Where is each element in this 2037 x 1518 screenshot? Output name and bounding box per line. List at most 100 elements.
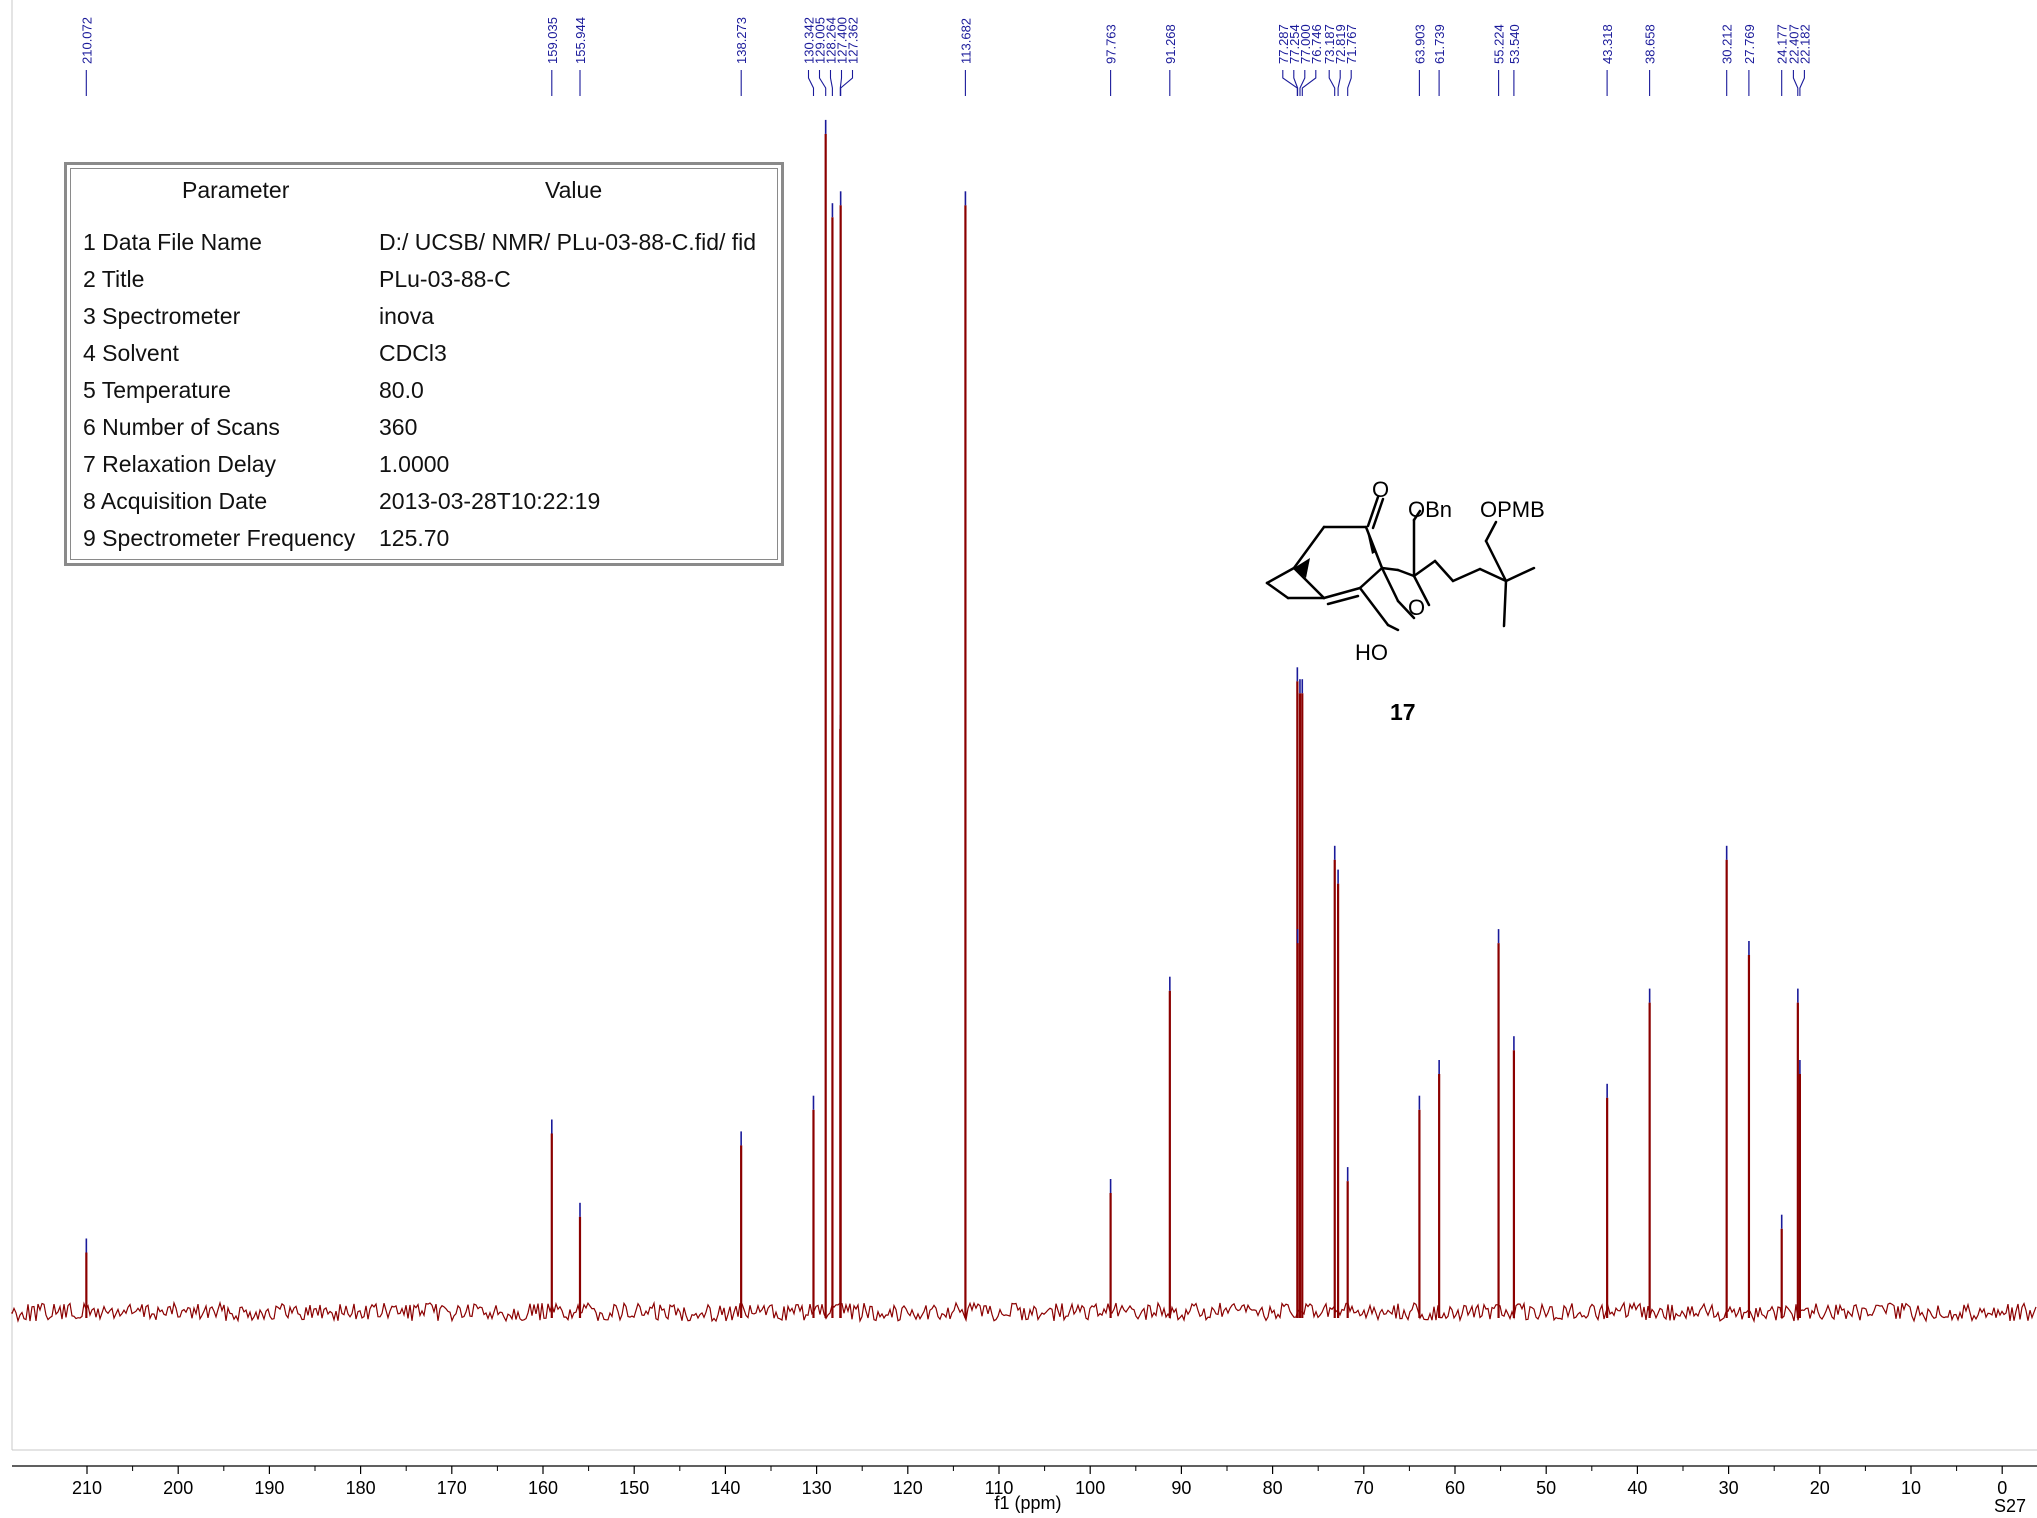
peak-label: 22.182: [1797, 24, 1812, 64]
param-row: 7 Relaxation Delay 1.0000: [83, 451, 783, 485]
param-label: 6 Number of Scans: [83, 414, 280, 440]
param-value: inova: [379, 303, 434, 329]
x-tick-label: 0: [1997, 1478, 2007, 1498]
parameter-header: Parameter: [182, 177, 290, 203]
x-tick-label: 40: [1627, 1478, 1647, 1498]
param-label: 4 Solvent: [83, 340, 179, 366]
peak-label: 77.254: [1287, 24, 1302, 64]
peak-label: 127.400: [835, 17, 850, 64]
param-row: 1 Data File Name D:/ UCSB/ NMR/ PLu-03-8…: [83, 229, 783, 263]
x-tick-label: 210: [72, 1478, 102, 1498]
x-tick-label: 70: [1354, 1478, 1374, 1498]
peak-label: 27.769: [1742, 24, 1757, 64]
peak-label: 76.746: [1309, 24, 1324, 64]
peak-label: 155.944: [573, 17, 588, 64]
param-row: 2 Title PLu-03-88-C: [83, 266, 783, 300]
param-row: 6 Number of Scans 360: [83, 414, 783, 448]
obn-label: OBn: [1408, 497, 1452, 522]
peak-label-leader: [1337, 70, 1341, 96]
peak-label: 53.540: [1507, 24, 1522, 64]
spectrum-baseline-noise: [11, 1300, 2037, 1324]
param-row: 5 Temperature 80.0: [83, 377, 783, 411]
peak-label-leader: [1328, 70, 1336, 96]
param-value: CDCl3: [379, 340, 447, 366]
x-tick-label: 80: [1263, 1478, 1283, 1498]
param-row: 8 Acquisition Date 2013-03-28T10:22:19: [83, 488, 783, 522]
peak-label: 159.035: [545, 17, 560, 64]
peak-label-leader: [1301, 70, 1317, 96]
peak-label: 210.072: [79, 17, 94, 64]
peak-label-leader: [829, 70, 833, 96]
x-tick-label: 10: [1901, 1478, 1921, 1498]
compound-number: 17: [1390, 699, 1416, 725]
x-tick-label: 190: [254, 1478, 284, 1498]
ho-label: HO: [1355, 640, 1388, 665]
param-value: D:/ UCSB/ NMR/ PLu-03-88-C.fid/ fid: [379, 229, 757, 255]
peak-label-leader: [840, 70, 854, 96]
peak-label: 55.224: [1492, 24, 1507, 64]
param-value: 125.70: [379, 525, 450, 551]
carbonyl-o-label: O: [1372, 477, 1389, 502]
param-label: 2 Title: [83, 266, 145, 292]
peak-label: 130.342: [802, 17, 817, 64]
chemical-structure: O OBn OPMB O HO 17: [1265, 477, 1545, 725]
peak-label-leader: [1799, 70, 1805, 96]
peak-label-leader: [807, 70, 815, 96]
x-tick-label: 90: [1171, 1478, 1191, 1498]
peak-label: 30.212: [1720, 24, 1735, 64]
x-tick-label: 50: [1536, 1478, 1556, 1498]
peak-label-leader: [1293, 70, 1299, 96]
spectrum-trace: [11, 119, 2037, 1324]
peak-label: 22.407: [1786, 24, 1801, 64]
x-tick-label: 60: [1445, 1478, 1465, 1498]
x-tick-label: 170: [437, 1478, 467, 1498]
peak-label-leader: [1347, 70, 1352, 96]
peak-label-leader: [818, 70, 827, 96]
param-label: 7 Relaxation Delay: [83, 451, 277, 477]
peak-label: 72.819: [1333, 24, 1348, 64]
peak-label: 61.739: [1432, 24, 1447, 64]
peak-label: 91.268: [1163, 24, 1178, 64]
param-label: 1 Data File Name: [83, 229, 262, 255]
param-value: 80.0: [379, 377, 424, 403]
peak-label: 138.273: [734, 17, 749, 64]
param-value: 1.0000: [379, 451, 450, 477]
parameter-table: Parameter Value 1 Data File Name D:/ UCS…: [64, 162, 784, 566]
x-tick-label: 180: [346, 1478, 376, 1498]
param-row: 4 Solvent CDCl3: [83, 340, 783, 374]
peak-label: 38.658: [1643, 24, 1658, 64]
x-tick-label: 30: [1719, 1478, 1739, 1498]
param-value: 360: [379, 414, 418, 440]
param-label: 5 Temperature: [83, 377, 231, 403]
peak-label: 71.767: [1344, 24, 1359, 64]
x-tick-label: 120: [893, 1478, 923, 1498]
x-tick-label: 200: [163, 1478, 193, 1498]
x-axis-title: f1 (ppm): [994, 1493, 1061, 1513]
param-label: 8 Acquisition Date: [83, 488, 268, 514]
peak-label-leader: [1299, 70, 1306, 96]
ring-o-label: O: [1408, 595, 1425, 620]
param-label: 9 Spectrometer Frequency: [83, 525, 356, 551]
peak-label-leader: [1792, 70, 1799, 96]
peak-label: 73.187: [1322, 24, 1337, 64]
peak-label: 24.177: [1775, 24, 1790, 64]
x-axis-ticks: 210 200 190 180 170 160 150 140 130 120 110 100 90 80…: [72, 1466, 2007, 1498]
x-tick-label: 140: [710, 1478, 740, 1498]
value-header: Value: [545, 177, 603, 203]
peak-label: 128.264: [824, 17, 839, 64]
x-tick-label: 110: [985, 1478, 1014, 1498]
param-row: 9 Spectrometer Frequency 125.70: [83, 525, 783, 559]
peak-label: 63.903: [1412, 24, 1427, 64]
param-value: PLu-03-88-C: [379, 266, 511, 292]
peak-label: 129.005: [813, 17, 828, 64]
param-label: 3 Spectrometer: [83, 303, 241, 329]
param-value: 2013-03-28T10:22:19: [379, 488, 601, 514]
peak-label: 127.362: [846, 17, 861, 64]
x-tick-label: 130: [802, 1478, 832, 1498]
x-tick-label: 100: [1075, 1478, 1105, 1498]
peak-label: 97.763: [1104, 24, 1119, 64]
opmb-label: OPMB: [1480, 497, 1545, 522]
peak-label: 77.000: [1298, 24, 1313, 64]
peak-label: 77.287: [1276, 24, 1291, 64]
